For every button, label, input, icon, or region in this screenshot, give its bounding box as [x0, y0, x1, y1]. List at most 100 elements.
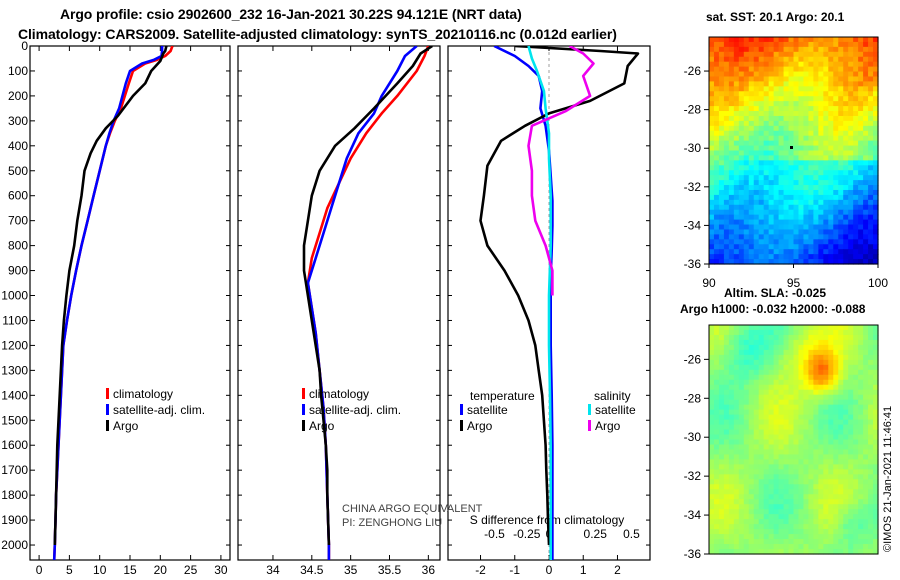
- y-tick-label: 0: [21, 39, 28, 53]
- map-lon-label: 90: [702, 276, 716, 290]
- legend-label: satellite: [595, 403, 636, 417]
- header-line-2: Climatology: CARS2009. Satellite-adjuste…: [18, 26, 617, 42]
- x-tick-label: 10: [93, 563, 107, 577]
- series-difference-salinity-satellite: [527, 46, 552, 560]
- series-salinity-argo: [302, 46, 433, 546]
- platform-label: CHINA ARGO EQUIVALENT: [342, 503, 483, 515]
- series-temperature-satellite-adj-clim-: [52, 46, 164, 560]
- y-tick-label: 500: [8, 164, 28, 178]
- legend-label: satellite: [467, 403, 508, 417]
- legend-group-title: salinity: [594, 389, 631, 403]
- legend-swatch: [302, 420, 305, 431]
- y-tick-label: 1400: [1, 388, 28, 402]
- header-line-1: Argo profile: csio 2902600_232 16-Jan-20…: [60, 6, 522, 22]
- y-tick-label: 1100: [2, 313, 28, 327]
- y-tick-label: 100: [8, 64, 28, 78]
- map-lat-label: -36: [684, 547, 702, 561]
- y-tick-label: 1700: [1, 463, 28, 477]
- salinity-scale-label: -0.5: [484, 527, 505, 541]
- map-lat-label: -26: [684, 352, 702, 366]
- x-tick-label: 25: [184, 563, 198, 577]
- legend-swatch: [588, 404, 591, 415]
- legend-swatch: [106, 388, 109, 399]
- argo-position-marker: [790, 146, 793, 149]
- x-tick-label: 34.5: [300, 563, 324, 577]
- sla-map-subtitle: Argo h1000: -0.032 h2000: -0.088: [680, 302, 866, 316]
- map-lat-label: -30: [684, 430, 702, 444]
- credit-label: ©IMOS 21-Jan-2021 11:46:41: [882, 405, 894, 552]
- series-difference-temperature-satellite: [493, 46, 554, 560]
- y-tick-label: 400: [8, 139, 28, 153]
- y-tick-label: 1500: [1, 413, 28, 427]
- x-tick-label: 30: [214, 563, 228, 577]
- legend-swatch: [588, 420, 591, 431]
- legend-label: satellite-adj. clim.: [309, 403, 401, 417]
- x-tick-label: 15: [123, 563, 137, 577]
- x-tick-label: -1: [509, 563, 520, 577]
- series-difference-salinity-argo: [527, 46, 595, 296]
- panel-frame-salinity: [237, 45, 441, 561]
- x-tick-label: 5: [66, 563, 73, 577]
- y-tick-label: 1200: [1, 338, 28, 352]
- sst-map-title: sat. SST: 20.1 Argo: 20.1: [706, 10, 845, 24]
- sst-map: [708, 36, 879, 265]
- pi-label: PI: ZENGHONG LIU: [342, 517, 442, 529]
- legend-label: Argo: [467, 419, 493, 433]
- map-lat-label: -34: [684, 508, 702, 522]
- legend-swatch: [302, 388, 305, 399]
- legend-swatch: [106, 420, 109, 431]
- map-lat-label: -32: [684, 469, 702, 483]
- legend-group-title: temperature: [470, 389, 535, 403]
- sla-map-title: Altim. SLA: -0.025: [724, 286, 827, 300]
- x-tick-label: 34: [266, 563, 280, 577]
- salinity-scale-label: 0.5: [623, 527, 640, 541]
- legend-label: Argo: [595, 419, 621, 433]
- legend-swatch: [460, 420, 463, 431]
- legend-label: satellite-adj. clim.: [113, 403, 205, 417]
- legend-label: climatology: [309, 387, 369, 401]
- sla-map: [708, 324, 879, 555]
- series-salinity-satellite-adj-clim-: [306, 46, 418, 560]
- map-lat-label: -28: [684, 391, 702, 405]
- map-lat-label: -26: [684, 64, 702, 78]
- x-tick-label: 35.5: [378, 563, 402, 577]
- y-tick-label: 1000: [1, 289, 28, 303]
- panel-frame-temperature: [29, 45, 231, 561]
- x-tick-label: 36: [422, 563, 436, 577]
- salinity-scale-label: -0.25: [513, 527, 541, 541]
- map-lon-label: 100: [868, 276, 888, 290]
- legend-label: Argo: [113, 419, 139, 433]
- y-tick-label: 600: [8, 189, 28, 203]
- x-tick-label: 2: [614, 563, 621, 577]
- y-tick-label: 300: [8, 114, 28, 128]
- map-lat-label: -30: [684, 141, 702, 155]
- salinity-scale-label: 0.25: [584, 527, 608, 541]
- map-lat-label: -34: [684, 218, 702, 232]
- y-tick-label: 1600: [1, 438, 28, 452]
- x-tick-label: 20: [154, 563, 168, 577]
- y-tick-label: 700: [8, 214, 28, 228]
- series-difference-temperature-argo: [479, 46, 640, 546]
- y-tick-label: 1300: [1, 363, 28, 377]
- legend-label: Argo: [309, 419, 335, 433]
- map-lat-label: -32: [684, 180, 702, 194]
- y-tick-label: 900: [8, 264, 28, 278]
- y-tick-label: 800: [8, 239, 28, 253]
- legend-swatch: [106, 404, 109, 415]
- x-tick-label: -2: [475, 563, 486, 577]
- legend-swatch: [460, 404, 463, 415]
- legend-label: climatology: [113, 387, 173, 401]
- x-tick-label: 35: [344, 563, 358, 577]
- series-temperature-argo: [53, 46, 168, 546]
- y-tick-label: 200: [8, 89, 28, 103]
- legend-swatch: [302, 404, 305, 415]
- map-lon-label: 95: [787, 276, 801, 290]
- x-tick-label: 1: [580, 563, 587, 577]
- map-lat-label: -36: [684, 257, 702, 271]
- y-tick-label: 2000: [1, 538, 28, 552]
- x-tick-label: 0: [36, 563, 43, 577]
- x-tick-label: 0: [546, 563, 553, 577]
- y-tick-label: 1800: [1, 488, 28, 502]
- map-lat-label: -28: [684, 103, 702, 117]
